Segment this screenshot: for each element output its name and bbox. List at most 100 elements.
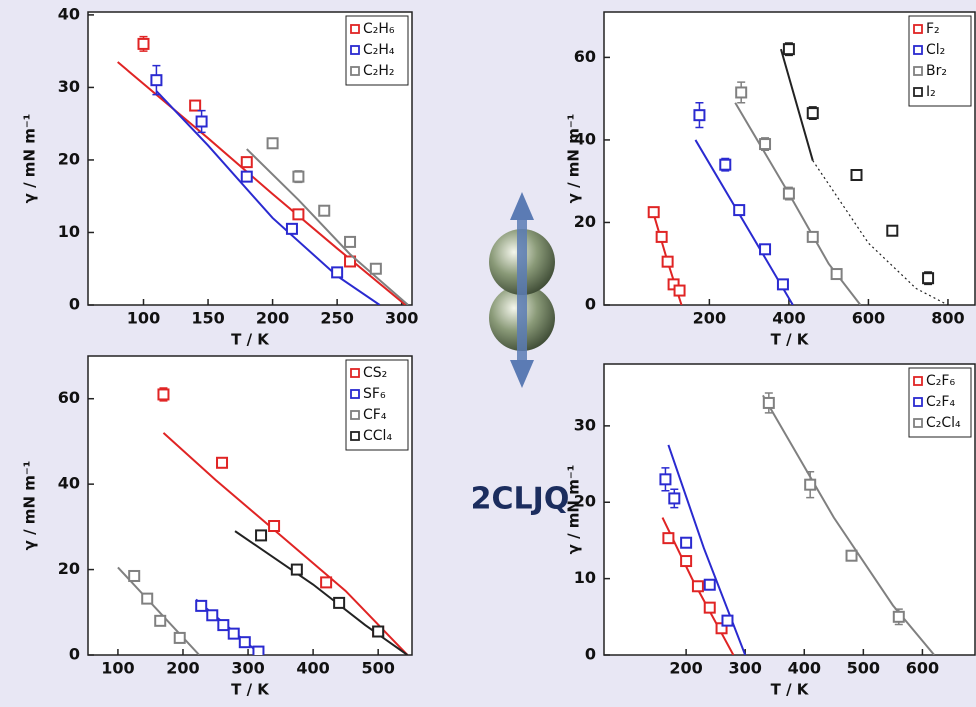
x-tick-label: 300 — [231, 659, 264, 678]
data-point — [319, 206, 329, 216]
legend-marker — [351, 25, 359, 33]
legend-label: C₂F₆ — [926, 373, 955, 389]
data-point — [660, 474, 670, 484]
x-tick-label: 600 — [906, 659, 939, 678]
legend-label: CF₄ — [363, 407, 387, 423]
y-tick-label: 20 — [58, 559, 80, 578]
legend-marker — [914, 377, 922, 385]
data-point — [663, 257, 673, 267]
molecule — [489, 192, 555, 388]
data-point — [196, 601, 206, 611]
x-tick-label: 500 — [361, 659, 394, 678]
data-point — [852, 170, 862, 180]
legend-label: F₂ — [926, 21, 940, 37]
legend-marker — [351, 411, 359, 419]
legend-marker — [351, 432, 359, 440]
data-point — [242, 172, 252, 182]
data-point — [663, 533, 673, 543]
legend-marker — [351, 67, 359, 75]
x-tick-label: 200 — [669, 659, 702, 678]
arrow-head — [510, 192, 534, 220]
data-point — [808, 232, 818, 242]
data-point — [764, 398, 774, 408]
legend-label: CS₂ — [363, 365, 387, 381]
y-tick-label: 0 — [585, 295, 596, 314]
data-point — [155, 616, 165, 626]
data-point — [784, 189, 794, 199]
y-axis-label: γ / mN m⁻¹ — [565, 114, 583, 204]
data-point — [242, 157, 252, 167]
x-tick-label: 400 — [788, 659, 821, 678]
legend-label: C₂H₆ — [363, 21, 395, 37]
x-tick-label: 100 — [127, 309, 160, 328]
data-point — [681, 556, 691, 566]
y-axis-label: γ / mN m⁻¹ — [565, 465, 583, 555]
y-tick-label: 60 — [574, 47, 596, 66]
data-point — [760, 139, 770, 149]
data-point — [373, 627, 383, 637]
x-tick-label: 400 — [772, 309, 805, 328]
legend-label: Br₂ — [926, 63, 947, 79]
legend-label: Cl₂ — [926, 42, 945, 58]
data-point — [207, 610, 217, 620]
x-axis-label: T / K — [231, 331, 270, 349]
y-tick-label: 20 — [574, 212, 596, 231]
data-point — [760, 244, 770, 254]
data-point — [139, 39, 149, 49]
data-point — [778, 279, 788, 289]
data-point — [229, 629, 239, 639]
x-axis-label: T / K — [771, 681, 810, 699]
y-tick-label: 40 — [58, 474, 80, 493]
page: {"center_label": "2CLJQ", "chart_data": … — [0, 0, 976, 707]
data-point — [705, 603, 715, 613]
data-point — [129, 571, 139, 581]
y-tick-label: 10 — [574, 568, 596, 587]
data-point — [894, 612, 904, 622]
legend-marker — [914, 419, 922, 427]
data-point — [734, 205, 744, 215]
legend-marker — [351, 390, 359, 398]
data-point — [268, 138, 278, 148]
data-point — [175, 633, 185, 643]
data-point — [371, 264, 381, 274]
x-tick-label: 500 — [847, 659, 880, 678]
legend-marker — [914, 25, 922, 33]
data-point — [151, 75, 161, 85]
legend-marker — [351, 369, 359, 377]
data-point — [720, 160, 730, 170]
data-point — [240, 637, 250, 647]
y-axis-label: γ / mN m⁻¹ — [21, 114, 39, 204]
x-tick-label: 150 — [191, 309, 224, 328]
data-point — [923, 273, 933, 283]
y-tick-label: 30 — [58, 77, 80, 96]
data-point — [784, 44, 794, 54]
data-point — [657, 232, 667, 242]
data-point — [292, 565, 302, 575]
x-axis-label: T / K — [231, 681, 270, 699]
center-label: 2CLJQ — [471, 482, 570, 517]
legend-marker — [914, 398, 922, 406]
data-point — [287, 224, 297, 234]
legend-label: I₂ — [926, 84, 936, 100]
data-point — [321, 577, 331, 587]
x-tick-label: 200 — [256, 309, 289, 328]
data-point — [722, 616, 732, 626]
arrow-head — [510, 360, 534, 388]
legend-marker — [914, 88, 922, 96]
arrow-shaft — [517, 215, 527, 365]
data-point — [345, 237, 355, 247]
data-point — [293, 209, 303, 219]
legend-marker — [914, 46, 922, 54]
data-point — [694, 110, 704, 120]
data-point — [649, 207, 659, 217]
y-tick-label: 30 — [574, 415, 596, 434]
data-point — [293, 172, 303, 182]
data-point — [805, 480, 815, 490]
data-point — [142, 594, 152, 604]
legend-label: C₂H₄ — [363, 42, 395, 58]
x-tick-label: 600 — [852, 309, 885, 328]
data-point — [158, 389, 168, 399]
x-tick-label: 100 — [101, 659, 134, 678]
legend-label: C₂F₄ — [926, 394, 955, 410]
